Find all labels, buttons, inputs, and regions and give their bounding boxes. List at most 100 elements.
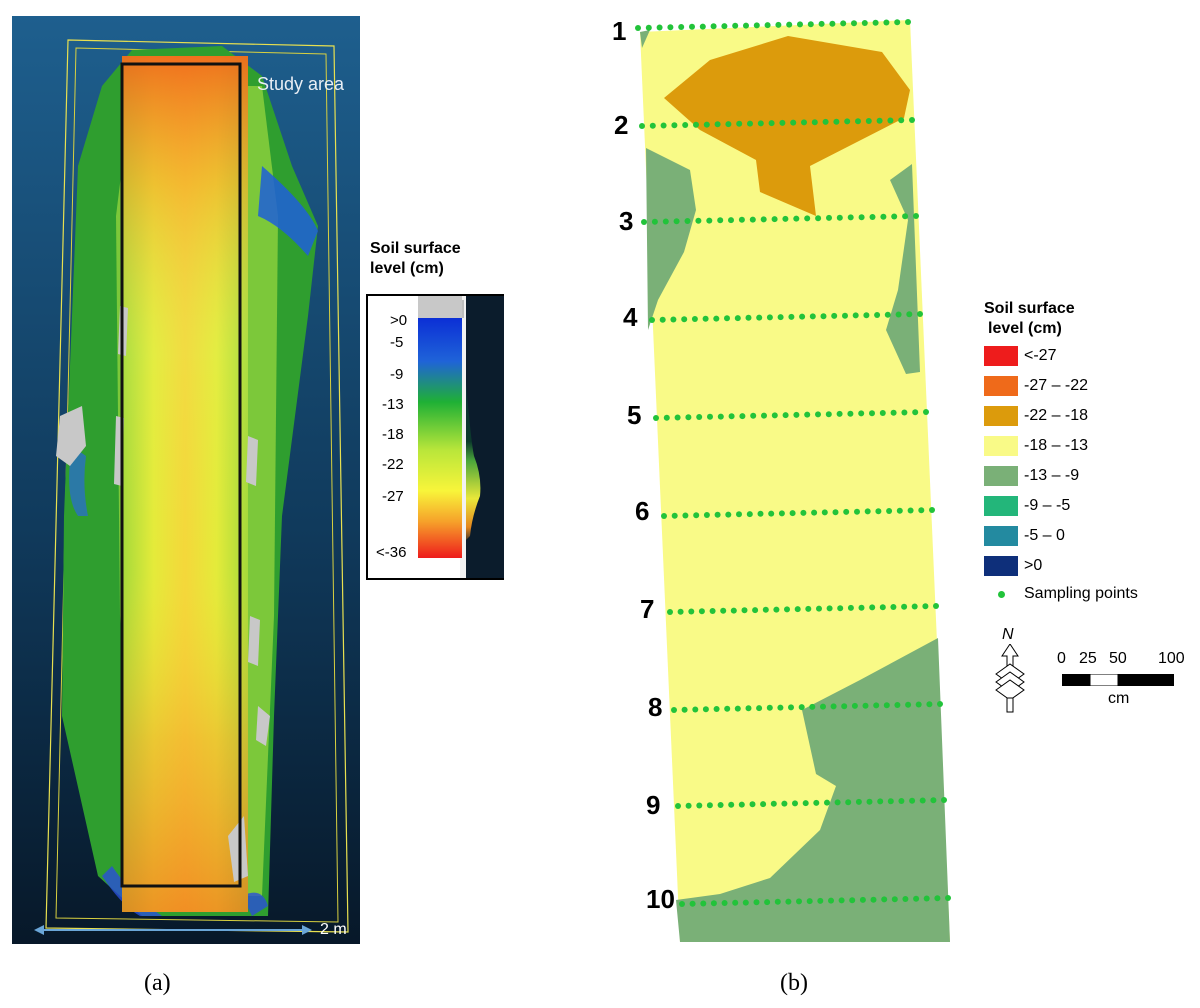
sampling-point [771,216,778,223]
scalebar-bar [1062,674,1174,686]
sampling-point [917,311,923,317]
sampling-point [709,608,716,614]
sampling-point [773,606,780,613]
legend-b-class: <-27 [984,346,1056,366]
row-label: 7 [640,594,655,624]
sampling-point [734,705,741,712]
north-arrow: N [988,626,1032,714]
sampling-point [898,798,905,804]
scalebar-tick-label: 0 [1057,650,1066,667]
legend-a: Soil surface level (cm) [366,240,506,585]
sampling-point [941,797,947,803]
legend-a-colorbar [418,296,462,558]
sampling-point [806,898,813,905]
sampling-point [770,800,777,807]
sampling-point [720,607,727,614]
sampling-point [674,414,681,421]
sampling-point [858,604,865,611]
sampling-point [794,606,801,613]
sampling-point [721,23,728,30]
sampling-point [909,117,915,123]
sampling-point [829,20,836,27]
sampling-point [883,19,890,26]
sampling-point [717,802,724,808]
sampling-point [764,899,771,906]
zone-13-9-bottom [676,638,950,942]
sampling-point [843,508,850,515]
sampling-point [793,215,800,222]
sampling-point [699,23,706,30]
sampling-point [734,315,741,322]
sampling-point [891,896,898,903]
sampling-point [937,701,943,707]
legend-swatch [984,526,1018,546]
legend-b-class-label: -27 – -22 [1024,377,1089,394]
legend-a-tick: <-36 [376,544,407,561]
legend-b-class-label: -5 – 0 [1024,527,1065,544]
sampling-point [677,608,684,615]
sampling-point [919,797,926,804]
row-label: 10 [646,884,675,914]
sampling-point [684,218,691,224]
sampling-point [817,897,824,904]
sampling-point [762,606,769,613]
sampling-point [901,603,908,610]
sampling-point [849,897,856,904]
sampling-point [645,24,652,31]
row-label: 4 [623,302,638,332]
sampling-point [891,213,898,220]
sampling-point [862,702,869,709]
sampling-point [775,21,782,28]
sampling-point [815,215,822,222]
sampling-point [757,510,764,517]
sampling-point [667,24,674,31]
zone-22-18 [664,36,910,216]
sampling-point [756,705,763,712]
sampling-point [866,798,873,805]
legend-b-class-label: -9 – -5 [1024,497,1071,514]
scalebar-tick-label: 100 [1158,650,1185,667]
sampling-point [913,213,919,219]
row-label: 2 [614,110,629,140]
sampling-point [869,410,875,417]
north-label: N [1002,626,1014,643]
sampling-point [842,312,848,319]
legend-a-tick: -13 [382,396,404,413]
sampling-point [796,898,802,905]
sampling-point [876,117,883,124]
sampling-point [898,117,905,124]
sampling-point [894,19,901,26]
sampling-point [836,410,843,417]
sampling-point [826,214,832,221]
legend-swatch [984,436,1018,456]
row-label: 1 [612,16,627,46]
sampling-point [879,410,886,416]
sampling-point [656,24,663,31]
legend-b-class-label: -22 – -18 [1024,407,1089,424]
sampling-point [746,511,753,518]
sampling-point [649,122,656,129]
legend-swatch [984,496,1018,516]
sampling-point [851,702,858,709]
sampling-point [906,311,913,318]
sampling-point [692,706,699,713]
sampling-point [675,803,681,809]
sampling-point [732,899,739,906]
sampling-point [786,21,793,28]
caption-b: (b) [780,970,808,996]
sampling-point [757,120,764,127]
sampling-point [858,214,865,221]
sampling-point [865,118,872,124]
sampling-point [854,508,860,515]
sampling-point [836,214,843,221]
sampling-point [671,122,678,129]
sampling-point [738,801,745,808]
sampling-point [703,121,710,128]
sampling-point [789,510,796,517]
sampling-point [855,118,861,125]
sampling-point [837,605,844,612]
north-arrow-icon [995,644,1025,713]
sampling-point [689,900,696,907]
sampling-point [844,118,851,125]
sampling-point [945,895,951,901]
